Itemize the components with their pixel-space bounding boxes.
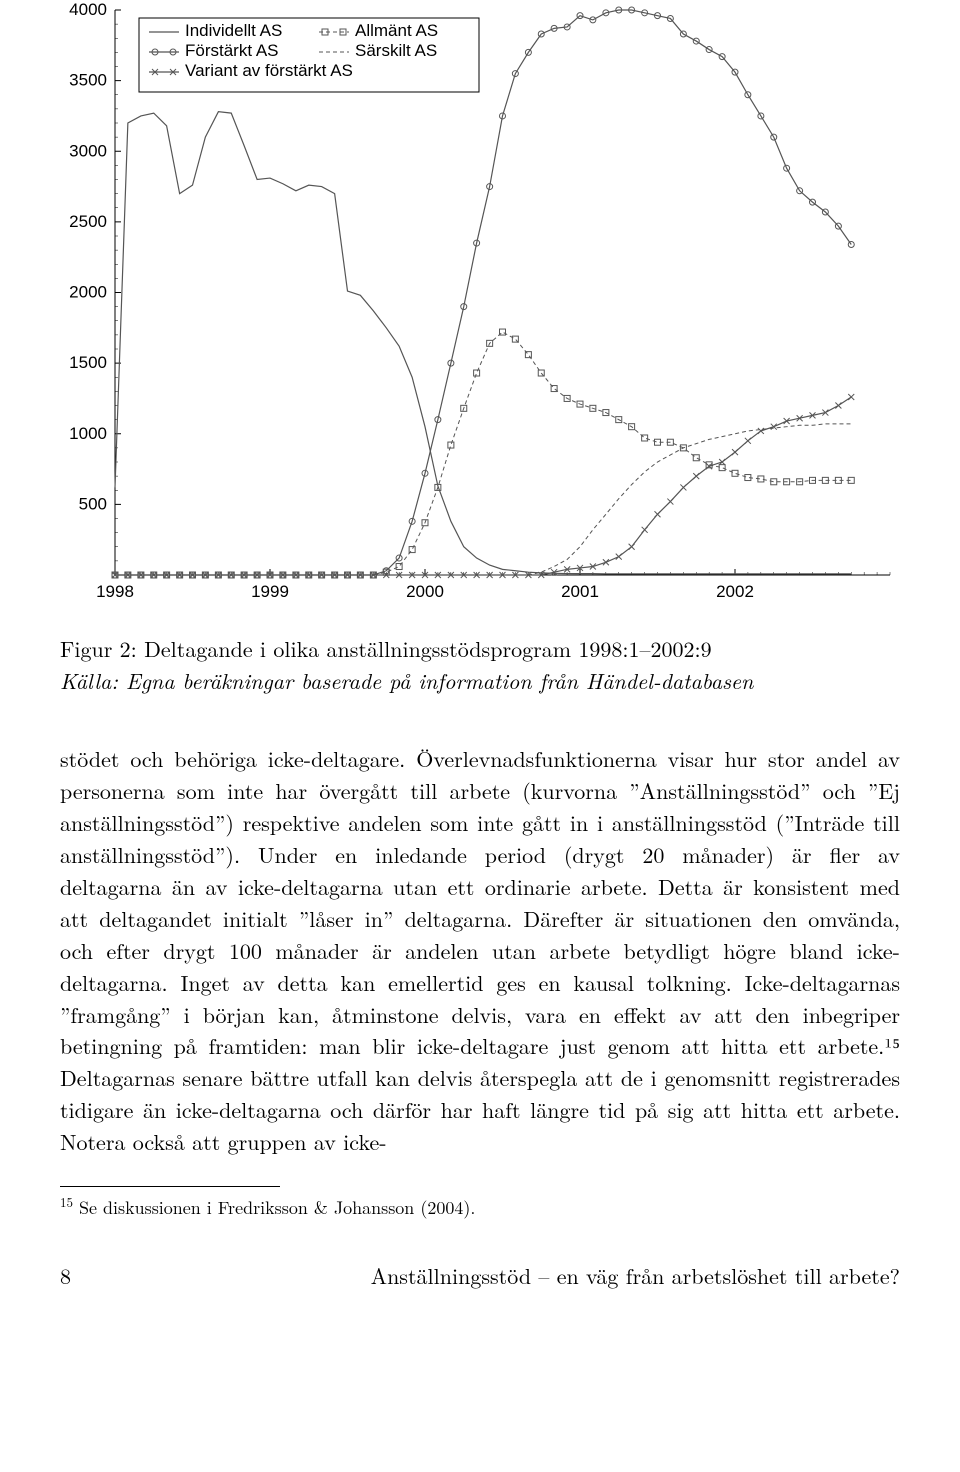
svg-text:1999: 1999 [251, 582, 289, 601]
svg-text:4000: 4000 [69, 0, 107, 19]
footnote-rule [60, 1186, 280, 1187]
svg-text:500: 500 [79, 494, 107, 513]
body-paragraph: stödet och behöriga icke-deltagare. Över… [60, 743, 900, 1158]
svg-text:1500: 1500 [69, 353, 107, 372]
svg-text:2001: 2001 [561, 582, 599, 601]
svg-text:1000: 1000 [69, 424, 107, 443]
svg-text:1998: 1998 [96, 582, 134, 601]
figure-label: Figur 2: Deltagande i olika anställnings… [60, 633, 712, 664]
svg-text:2500: 2500 [69, 212, 107, 231]
page-footer: 8 Anställningsstöd – en väg från arbetsl… [60, 1260, 900, 1291]
svg-text:3000: 3000 [69, 141, 107, 160]
svg-text:Särskilt AS: Särskilt AS [355, 41, 437, 60]
figure-source: Källa: Egna beräkningar baserade på info… [60, 666, 900, 696]
svg-text:Variant av förstärkt AS: Variant av förstärkt AS [185, 61, 353, 80]
svg-text:2002: 2002 [716, 582, 754, 601]
chart-svg: 500 1000 1500 2000 2500 3000 3500 4000 1998 1999 2… [60, 0, 900, 620]
svg-text:2000: 2000 [69, 283, 107, 302]
footnote-text: Se diskussionen i Fredriksson & Johansso… [79, 1195, 475, 1220]
page: 500 1000 1500 2000 2500 3000 3500 4000 1998 1999 2… [0, 0, 960, 1321]
page-number: 8 [60, 1260, 71, 1291]
svg-text:Allmänt AS: Allmänt AS [355, 21, 438, 40]
svg-text:3500: 3500 [69, 71, 107, 90]
svg-text:Förstärkt AS: Förstärkt AS [185, 41, 279, 60]
footnote: 15 Se diskussionen i Fredriksson & Johan… [60, 1193, 900, 1220]
body-text: stödet och behöriga icke-deltagare. Över… [60, 743, 900, 1157]
chart-figure: 500 1000 1500 2000 2500 3000 3500 4000 1998 1999 2… [60, 0, 900, 620]
svg-text:Individellt AS: Individellt AS [185, 21, 282, 40]
figure-caption: Figur 2: Deltagande i olika anställnings… [60, 634, 900, 695]
svg-text:2000: 2000 [406, 582, 444, 601]
footnote-number: 15 [60, 1192, 73, 1211]
running-title: Anställningsstöd – en väg från arbetslös… [371, 1260, 900, 1291]
